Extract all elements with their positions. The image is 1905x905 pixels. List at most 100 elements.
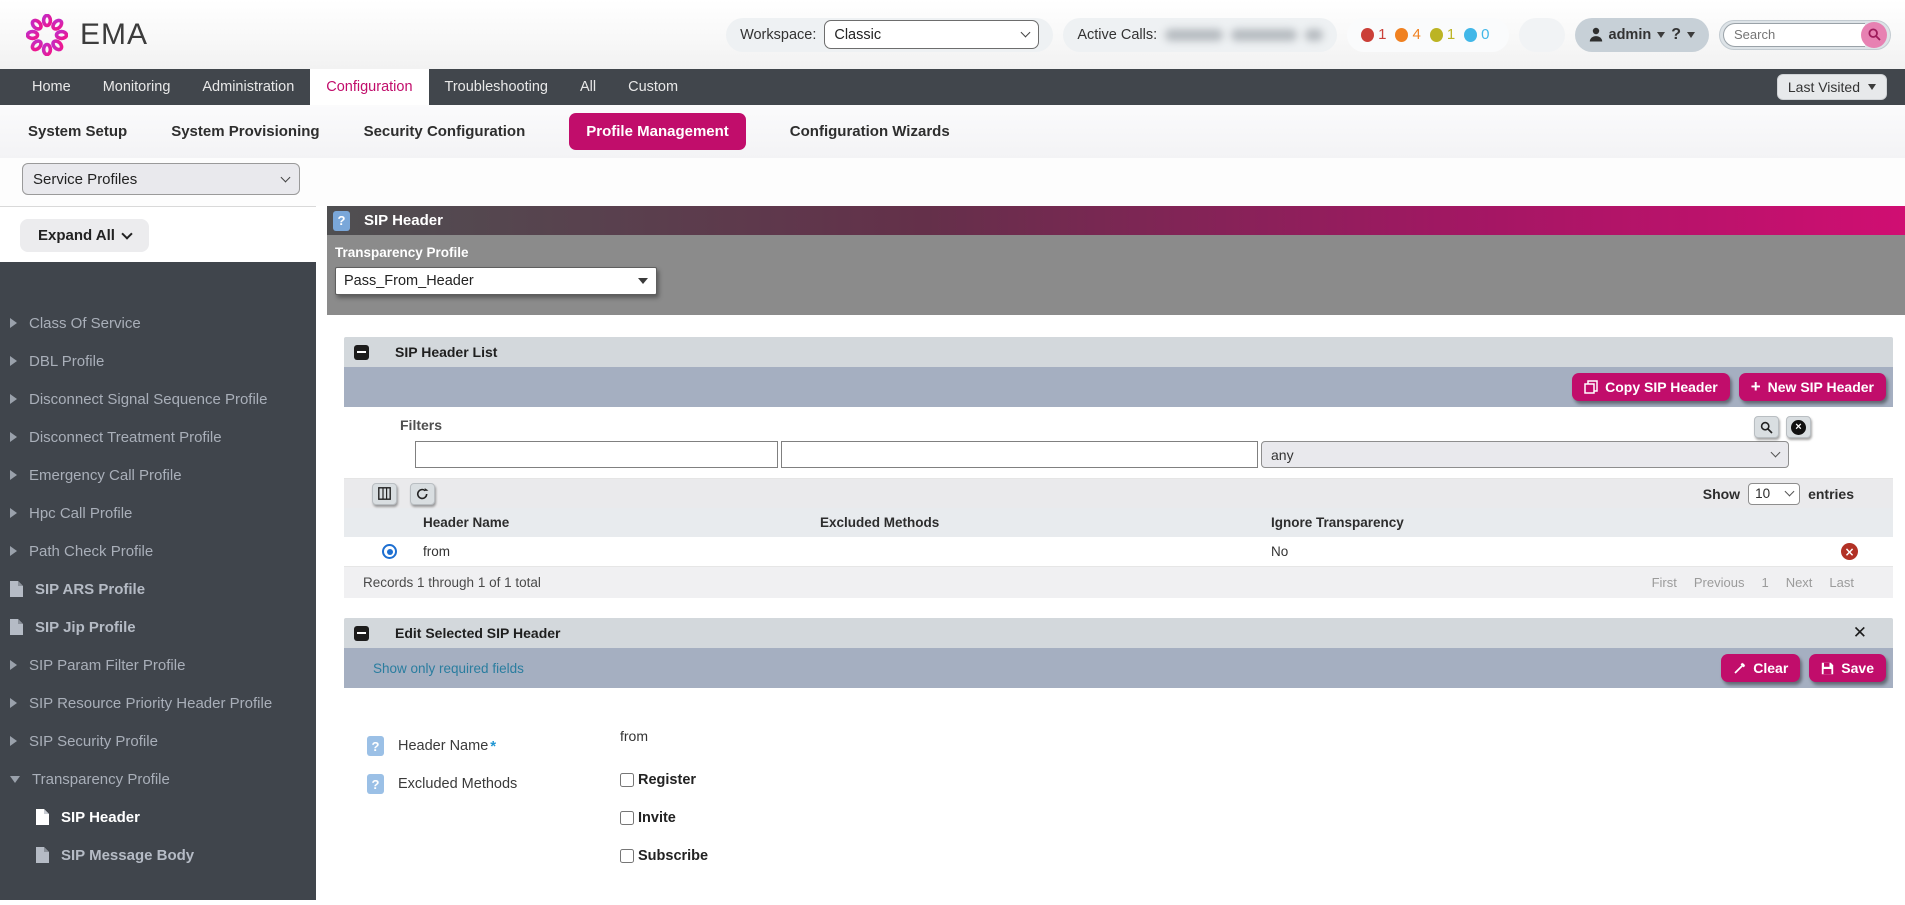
- pagination-next[interactable]: Next: [1785, 575, 1813, 590]
- close-icon[interactable]: ✕: [1852, 623, 1867, 643]
- subnav-system-setup[interactable]: System Setup: [28, 123, 128, 140]
- help-icon[interactable]: ?: [367, 736, 384, 756]
- filters-section: Filters any: [344, 407, 1893, 479]
- expand-all-button[interactable]: Expand All: [20, 219, 149, 252]
- workspace-select[interactable]: Classic: [824, 20, 1040, 49]
- help-icon[interactable]: ?: [333, 210, 350, 231]
- tree-item-path-check-profile[interactable]: Path Check Profile: [0, 532, 316, 570]
- help-menu[interactable]: ?: [1671, 25, 1681, 43]
- column-excluded-methods[interactable]: Excluded Methods: [820, 515, 940, 530]
- column-picker-button[interactable]: [372, 482, 397, 505]
- nav-item-monitoring[interactable]: Monitoring: [102, 79, 171, 95]
- nav-item-troubleshooting[interactable]: Troubleshooting: [444, 79, 548, 95]
- delete-row-button[interactable]: ×: [1841, 543, 1858, 560]
- register-checkbox[interactable]: [620, 773, 634, 787]
- edit-panel-title: Edit Selected SIP Header: [395, 625, 561, 641]
- collapse-icon[interactable]: [354, 344, 369, 360]
- pagination-last[interactable]: Last: [1829, 575, 1854, 590]
- new-button-label: New SIP Header: [1767, 379, 1874, 395]
- tree-item-class-of-service[interactable]: Class Of Service: [0, 304, 316, 342]
- profile-tree: Class Of Service DBL Profile Disconnect …: [0, 262, 316, 900]
- subnav-security-configuration[interactable]: Security Configuration: [363, 123, 526, 140]
- show-label: Show: [1702, 485, 1741, 502]
- column-header-name[interactable]: Header Name: [423, 515, 510, 530]
- profile-type-select[interactable]: Service Profiles: [22, 163, 300, 195]
- tree-item-sip-security-profile[interactable]: SIP Security Profile: [0, 722, 316, 760]
- tree-item-disconnect-treatment-profile[interactable]: Disconnect Treatment Profile: [0, 418, 316, 456]
- chevron-down-icon: [121, 227, 133, 240]
- tree-item-sip-ars-profile[interactable]: SIP ARS Profile: [0, 570, 316, 608]
- tree-item-disconnect-signal-sequence-profile[interactable]: Disconnect Signal Sequence Profile: [0, 380, 316, 418]
- page-size-select[interactable]: 10: [1748, 482, 1801, 505]
- excluded-methods-field-row: ? Excluded Methods Register Invite: [367, 772, 1893, 886]
- filter-type-select[interactable]: any: [1261, 441, 1789, 468]
- invite-label: Invite: [638, 810, 676, 826]
- chevron-down-icon: [280, 172, 291, 182]
- tree-item-label: SIP Param Filter Profile: [29, 656, 186, 674]
- nav-item-home[interactable]: Home: [32, 79, 71, 95]
- page-title-bar: ? SIP Header: [327, 206, 1905, 235]
- user-caret-icon: [1657, 31, 1666, 38]
- search-button[interactable]: [1861, 21, 1887, 48]
- row-radio-selected[interactable]: [382, 544, 397, 559]
- save-icon: [1822, 662, 1834, 674]
- pagination-previous[interactable]: Previous: [1693, 575, 1745, 590]
- user-menu[interactable]: admin ?: [1574, 17, 1709, 52]
- help-icon[interactable]: ?: [367, 774, 384, 794]
- collapse-icon[interactable]: [354, 625, 369, 641]
- save-button-label: Save: [1841, 660, 1874, 676]
- invite-checkbox[interactable]: [620, 811, 634, 825]
- tree-item-sip-header[interactable]: SIP Header: [0, 798, 316, 836]
- header-name-field-row: ? Header Name * from: [367, 728, 1893, 756]
- subnav-configuration-wizards[interactable]: Configuration Wizards: [789, 123, 950, 140]
- column-ignore-transparency[interactable]: Ignore Transparency: [1271, 515, 1404, 530]
- page-title: SIP Header: [364, 212, 443, 229]
- pagination-page-1[interactable]: 1: [1761, 575, 1769, 590]
- tree-item-label: Disconnect Treatment Profile: [29, 428, 222, 446]
- tree-item-sip-resource-priority-header-profile[interactable]: SIP Resource Priority Header Profile: [0, 684, 316, 722]
- table-row[interactable]: from No ×: [344, 537, 1893, 567]
- nav-item-administration[interactable]: Administration: [202, 79, 295, 95]
- save-button[interactable]: Save: [1809, 654, 1886, 682]
- clear-icon: [1734, 662, 1746, 674]
- profile-type-value: Service Profiles: [33, 170, 138, 188]
- active-calls-redacted-value: [1305, 28, 1324, 41]
- new-sip-header-button[interactable]: + New SIP Header: [1738, 373, 1886, 401]
- filter-input-header-name[interactable]: [415, 441, 778, 468]
- cell-header-name: from: [423, 544, 450, 559]
- tree-item-label: SIP Security Profile: [29, 732, 158, 750]
- subnav-profile-management[interactable]: Profile Management: [569, 113, 746, 150]
- active-calls-group: Active Calls:: [1063, 17, 1338, 52]
- tree-item-sip-param-filter-profile[interactable]: SIP Param Filter Profile: [0, 646, 316, 684]
- document-icon: [36, 809, 49, 825]
- apply-filter-button[interactable]: [1754, 416, 1779, 438]
- filter-input-excluded-methods[interactable]: [781, 441, 1258, 468]
- profile-selector-row: Service Profiles: [0, 158, 1905, 206]
- nav-item-all[interactable]: All: [579, 79, 597, 95]
- tree-item-dbl-profile[interactable]: DBL Profile: [0, 342, 316, 380]
- subnav-system-provisioning[interactable]: System Provisioning: [171, 123, 320, 140]
- main-content: ? SIP Header Transparency Profile Pass_F…: [327, 206, 1905, 900]
- tree-item-sip-message-body[interactable]: SIP Message Body: [0, 836, 316, 874]
- last-visited-dropdown[interactable]: Last Visited: [1776, 74, 1887, 100]
- clear-button[interactable]: Clear: [1721, 654, 1801, 682]
- transparency-profile-value: Pass_From_Header: [344, 273, 474, 289]
- transparency-profile-select[interactable]: Pass_From_Header: [335, 267, 657, 295]
- nav-item-configuration[interactable]: Configuration: [310, 69, 429, 105]
- tree-item-label: Disconnect Signal Sequence Profile: [29, 390, 268, 408]
- top-header: EMA Workspace: Classic Active Calls: 1 4…: [0, 0, 1905, 69]
- copy-sip-header-button[interactable]: Copy SIP Header: [1572, 373, 1730, 401]
- nav-item-custom[interactable]: Custom: [628, 79, 679, 95]
- show-required-fields-link[interactable]: Show only required fields: [373, 660, 524, 676]
- pagination-first[interactable]: First: [1651, 575, 1677, 590]
- refresh-button[interactable]: [410, 482, 435, 505]
- tree-item-sip-jip-profile[interactable]: SIP Jip Profile: [0, 608, 316, 646]
- tree-collapsed-arrow-icon: [10, 356, 17, 366]
- tree-item-hpc-call-profile[interactable]: Hpc Call Profile: [0, 494, 316, 532]
- tree-item-emergency-call-profile[interactable]: Emergency Call Profile: [0, 456, 316, 494]
- tree-collapsed-arrow-icon: [10, 508, 17, 518]
- tree-item-transparency-profile[interactable]: Transparency Profile: [0, 760, 316, 798]
- subscribe-checkbox[interactable]: [620, 849, 634, 863]
- search-input[interactable]: [1723, 22, 1865, 47]
- clear-filter-button[interactable]: ×: [1786, 416, 1811, 438]
